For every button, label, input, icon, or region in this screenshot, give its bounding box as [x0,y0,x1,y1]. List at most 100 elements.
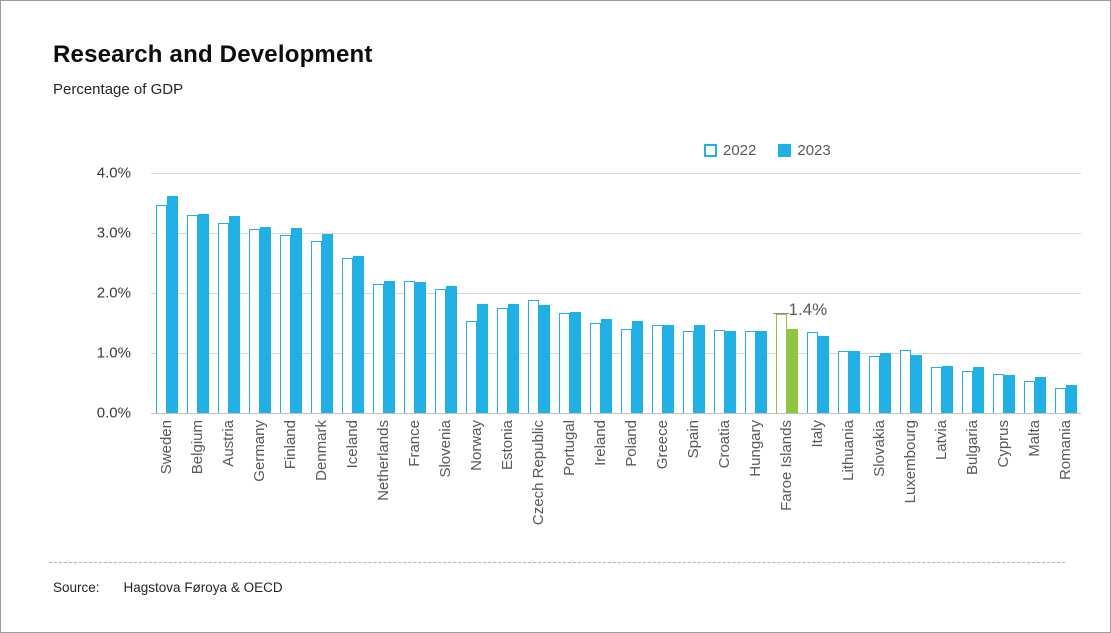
bar-czech-republic-2023[interactable] [538,305,550,413]
bar-hungary-2022[interactable] [744,331,756,413]
bar-norway-2023[interactable] [476,303,488,413]
bar-finland-2022[interactable] [279,234,291,413]
x-label-sweden: Sweden [158,420,175,475]
bar-group-hungary [740,173,771,413]
bar-slovenia-2022[interactable] [434,288,446,413]
y-tick-label: 1.0% [96,344,131,362]
bar-slovakia-2022[interactable] [868,356,880,413]
gridline-0.0% [151,413,1081,414]
bar-romania-2023[interactable] [1065,384,1077,413]
bar-group-czech-republic [523,173,554,413]
bar-group-denmark [306,173,337,413]
bar-ireland-2023[interactable] [600,318,612,413]
bar-denmark-2023[interactable] [321,233,333,413]
bar-bulgaria-2023[interactable] [972,367,984,413]
x-label-poland: Poland [623,420,640,467]
bar-group-netherlands [368,173,399,413]
x-label-faroe-islands: Faroe Islands [778,420,795,511]
bar-croatia-2022[interactable] [713,329,725,413]
bar-italy-2023[interactable] [817,335,829,413]
bar-luxembourg-2023[interactable] [910,355,922,413]
gridline-1.0% [151,353,1081,354]
bar-group-faroe-islands [771,173,802,413]
x-label-malta: Malta [1026,420,1043,457]
bar-group-poland [616,173,647,413]
bar-greece-2023[interactable] [662,325,674,413]
bar-group-latvia [926,173,957,413]
bar-latvia-2023[interactable] [941,365,953,413]
x-label-portugal: Portugal [561,420,578,476]
bar-belgium-2022[interactable] [186,215,198,413]
bar-denmark-2022[interactable] [310,241,322,413]
x-label-iceland: Iceland [344,420,361,469]
bar-croatia-2023[interactable] [724,331,736,413]
bar-greece-2022[interactable] [651,325,663,413]
x-label-slovenia: Slovenia [437,420,454,478]
bar-lithuania-2022[interactable] [837,351,849,413]
x-label-ireland: Ireland [592,420,609,466]
x-label-romania: Romania [1057,420,1074,481]
x-label-denmark: Denmark [313,420,330,481]
bar-slovenia-2023[interactable] [445,286,457,413]
bar-france-2023[interactable] [414,282,426,413]
bar-austria-2023[interactable] [228,215,240,413]
bar-sweden-2023[interactable] [166,196,178,413]
bar-malta-2023[interactable] [1034,377,1046,413]
legend-label-2023: 2023 [797,142,831,159]
bar-iceland-2022[interactable] [341,257,353,413]
bar-luxembourg-2022[interactable] [899,350,911,413]
bar-netherlands-2023[interactable] [383,281,395,413]
bar-faroe-islands-2022[interactable] [775,314,787,413]
bar-norway-2022[interactable] [465,321,477,413]
bar-estonia-2023[interactable] [507,303,519,413]
bar-faroe-islands-2023[interactable] [786,329,798,413]
bar-latvia-2022[interactable] [930,366,942,413]
bar-romania-2022[interactable] [1054,387,1066,413]
plot-area: 1.4% [151,173,1081,414]
bar-czech-republic-2022[interactable] [527,300,539,413]
bar-germany-2023[interactable] [259,227,271,413]
bar-spain-2023[interactable] [693,324,705,413]
legend: 2022 2023 [704,142,831,159]
bar-series [151,173,1081,413]
bar-germany-2022[interactable] [248,229,260,413]
bar-spain-2022[interactable] [682,330,694,413]
legend-swatch-2022-icon [704,144,717,157]
bar-austria-2022[interactable] [217,222,229,413]
bar-malta-2022[interactable] [1023,381,1035,413]
bar-portugal-2022[interactable] [558,312,570,413]
separator-line [49,562,1065,563]
bar-group-romania [1050,173,1081,413]
bar-netherlands-2022[interactable] [372,284,384,413]
bar-group-croatia [709,173,740,413]
bar-portugal-2023[interactable] [569,312,581,413]
x-label-spain: Spain [685,420,702,459]
bar-group-norway [461,173,492,413]
legend-item-2022[interactable]: 2022 [704,142,756,159]
bar-group-bulgaria [957,173,988,413]
bar-lithuania-2023[interactable] [848,351,860,413]
gridline-4.0% [151,173,1081,174]
legend-item-2023[interactable]: 2023 [778,142,831,159]
bar-group-portugal [554,173,585,413]
bar-cyprus-2022[interactable] [992,374,1004,413]
bar-hungary-2023[interactable] [755,331,767,413]
bar-sweden-2022[interactable] [155,204,167,413]
bar-ireland-2022[interactable] [589,323,601,413]
bar-group-slovenia [430,173,461,413]
bar-estonia-2022[interactable] [496,308,508,413]
bar-cyprus-2023[interactable] [1003,375,1015,413]
bar-poland-2023[interactable] [631,320,643,413]
x-label-cyprus: Cyprus [995,420,1012,468]
bar-bulgaria-2022[interactable] [961,371,973,413]
bar-group-germany [244,173,275,413]
bar-iceland-2023[interactable] [352,255,364,413]
bar-belgium-2023[interactable] [197,213,209,413]
bar-finland-2023[interactable] [290,227,302,413]
bar-slovakia-2023[interactable] [879,353,891,413]
bar-group-ireland [585,173,616,413]
bar-italy-2022[interactable] [806,332,818,413]
bar-group-belgium [182,173,213,413]
bar-poland-2022[interactable] [620,329,632,413]
bar-france-2022[interactable] [403,281,415,413]
